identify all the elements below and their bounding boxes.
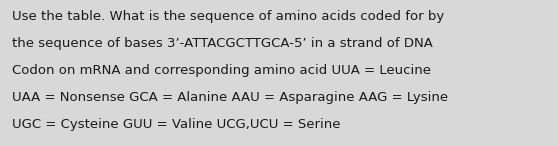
Text: UAA = Nonsense GCA = Alanine AAU = Asparagine AAG = Lysine: UAA = Nonsense GCA = Alanine AAU = Aspar…: [12, 91, 449, 104]
Text: Codon on mRNA and corresponding amino acid UUA = Leucine: Codon on mRNA and corresponding amino ac…: [12, 64, 431, 77]
Text: UGC = Cysteine GUU = Valine UCG,UCU = Serine: UGC = Cysteine GUU = Valine UCG,UCU = Se…: [12, 118, 341, 131]
Text: Use the table. What is the sequence of amino acids coded for by: Use the table. What is the sequence of a…: [12, 10, 445, 23]
Text: the sequence of bases 3’-ATTACGCTTGCA-5’ in a strand of DNA: the sequence of bases 3’-ATTACGCTTGCA-5’…: [12, 37, 433, 50]
